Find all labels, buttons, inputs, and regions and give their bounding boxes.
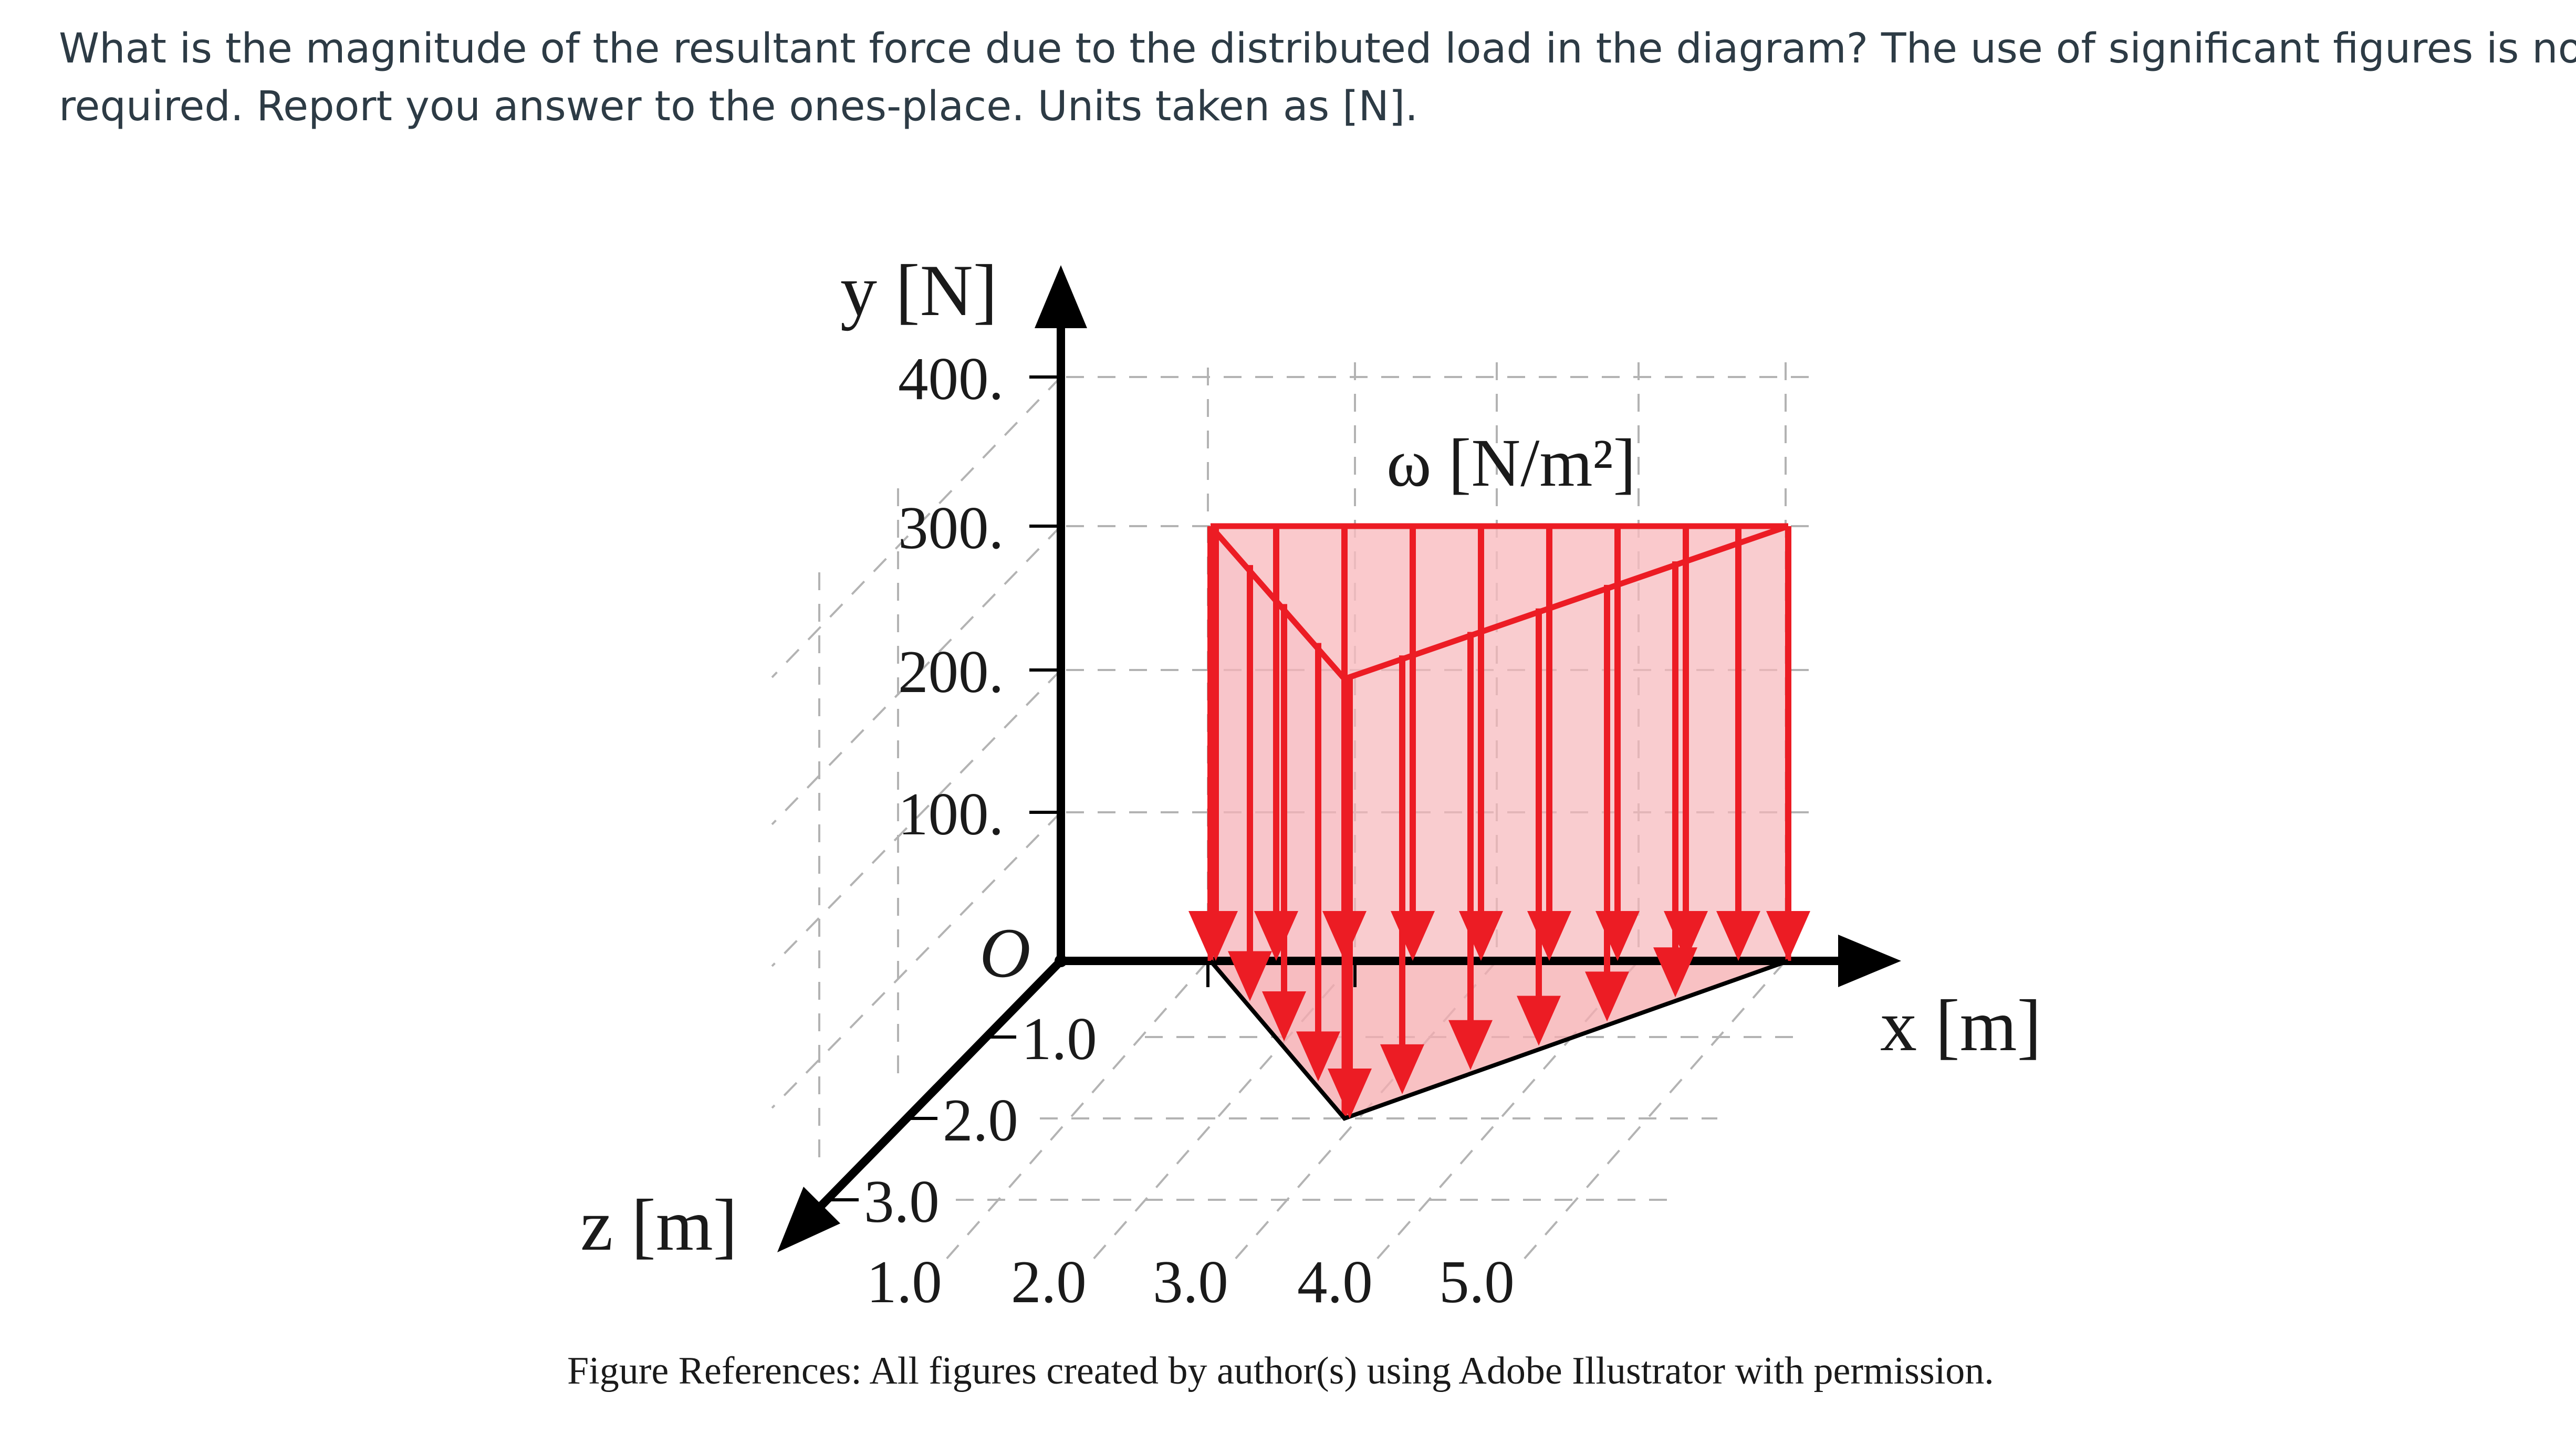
z-axis-arrowhead — [777, 1187, 840, 1252]
load-arrow-head — [1517, 996, 1561, 1046]
tick-marks — [827, 375, 1357, 1201]
x-axis-arrowhead — [1838, 935, 1901, 987]
x-tick-label: 3.0 — [1153, 1249, 1228, 1315]
load-arrow-head — [1448, 1020, 1493, 1070]
figure-reference: Figure References: All figures created b… — [567, 1349, 1994, 1393]
load-arrow-head — [1380, 1044, 1424, 1094]
y-tick-label: 300. — [898, 495, 1004, 561]
z-tick-label: 2.0 — [943, 1087, 1018, 1154]
load-arrows — [1188, 526, 1810, 1118]
y-tick-label: 100. — [898, 781, 1004, 847]
y-tick-label: 200. — [898, 638, 1004, 705]
load-arrow-head — [1716, 911, 1760, 961]
load-arrow-head — [1328, 1069, 1372, 1118]
load-arrow-head — [1585, 971, 1629, 1022]
z-tick-label: 3.0 — [864, 1168, 940, 1235]
z-tick-label: 1.0 — [1021, 1006, 1097, 1072]
load-surface — [1211, 526, 1788, 1118]
y-axis-arrowhead — [1035, 265, 1087, 328]
load-arrow-head — [1296, 1031, 1340, 1082]
question-line-2: required. Report you answer to the ones-… — [59, 83, 1419, 130]
axes — [777, 265, 1901, 1252]
y-tick-label: 400. — [898, 346, 1004, 412]
x-axis-label: x [m] — [1880, 985, 2041, 1066]
load-arrow-head — [1322, 911, 1367, 961]
load-arrow-head — [1194, 911, 1238, 961]
x-tick-label: 4.0 — [1297, 1249, 1373, 1315]
x-tick-label: 5.0 — [1439, 1249, 1515, 1315]
question-text: What is the magnitude of the resultant f… — [59, 20, 2576, 135]
z-axis-label: z [m] — [580, 1185, 737, 1266]
load-arrow-head — [1653, 947, 1697, 998]
x-tick-label: 2.0 — [1011, 1249, 1087, 1315]
load-arrow-head — [1262, 991, 1306, 1041]
question-line-1: What is the magnitude of the resultant f… — [59, 25, 2576, 72]
x-tick-label: 1.0 — [867, 1249, 942, 1315]
y-axis-label: y [N] — [840, 250, 997, 331]
load-base-outline — [1208, 959, 1789, 1121]
load-arrow-head — [1228, 951, 1272, 1001]
load-arrow-head — [1766, 911, 1810, 961]
load-label: ω [N/m²] — [1386, 425, 1636, 501]
origin-label: O — [979, 914, 1031, 992]
z-axis — [816, 958, 1064, 1211]
